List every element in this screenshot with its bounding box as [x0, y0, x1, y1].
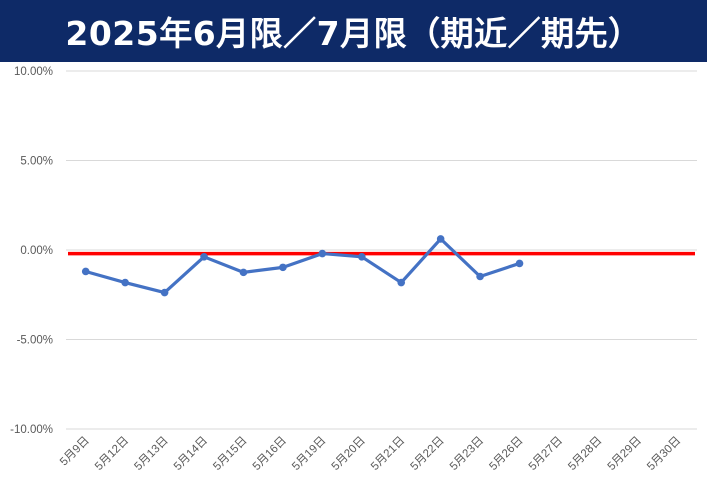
- data-point: [436, 235, 445, 243]
- data-point: [397, 278, 406, 287]
- y-tick-label: -5.00%: [17, 335, 53, 347]
- x-tick-label: 5月26日: [487, 435, 525, 473]
- x-tick-label: 5月30日: [645, 435, 683, 473]
- x-tick-label: 5月29日: [606, 435, 644, 473]
- data-point: [357, 253, 366, 261]
- data-point: [239, 268, 248, 277]
- y-tick-label: 10.00%: [14, 66, 53, 78]
- data-point: [121, 278, 129, 287]
- x-tick-label: 5月22日: [408, 435, 446, 473]
- x-tick-label: 5月28日: [566, 435, 604, 473]
- x-tick-label: 5月12日: [93, 435, 131, 473]
- x-tick-label: 5月20日: [330, 435, 368, 473]
- x-tick-label: 5月16日: [251, 435, 289, 473]
- x-tick-label: 5月14日: [172, 435, 210, 473]
- data-point: [160, 288, 169, 297]
- x-tick-label: 5月19日: [290, 435, 328, 473]
- chart-title: 2025年6月限／7月限（期近／期先）: [65, 14, 642, 53]
- x-tick-label: 5月21日: [369, 435, 407, 473]
- x-tick-label: 5月15日: [211, 435, 249, 473]
- x-tick-label: 5月23日: [448, 435, 486, 473]
- gridlines: [66, 70, 697, 430]
- x-tick-label: 5月13日: [132, 435, 170, 473]
- y-tick-label: 5.00%: [20, 156, 53, 168]
- data-point: [81, 267, 90, 276]
- x-tick-label: 5月27日: [527, 435, 565, 473]
- x-axis-ticks: 5月9日 5月12日 5月13日 5月14日 5月15日 5月16日 5月19日 5月20日 5…: [58, 435, 683, 473]
- x-tick-label: 5月9日: [58, 435, 92, 469]
- y-axis-ticks: 10.00% 5.00% 0.00% -5.00% -10.00%: [10, 66, 53, 436]
- data-point: [200, 253, 208, 261]
- y-tick-label: -10.00%: [10, 424, 53, 436]
- data-point: [476, 272, 484, 281]
- series-layer: [81, 235, 524, 297]
- y-tick-label: 0.00%: [20, 245, 53, 257]
- data-point: [279, 263, 287, 272]
- data-point: [318, 249, 327, 258]
- data-point: [515, 259, 524, 268]
- chart-title-bar: 2025年6月限／7月限（期近／期先）: [0, 0, 707, 62]
- series-line: [85, 237, 521, 295]
